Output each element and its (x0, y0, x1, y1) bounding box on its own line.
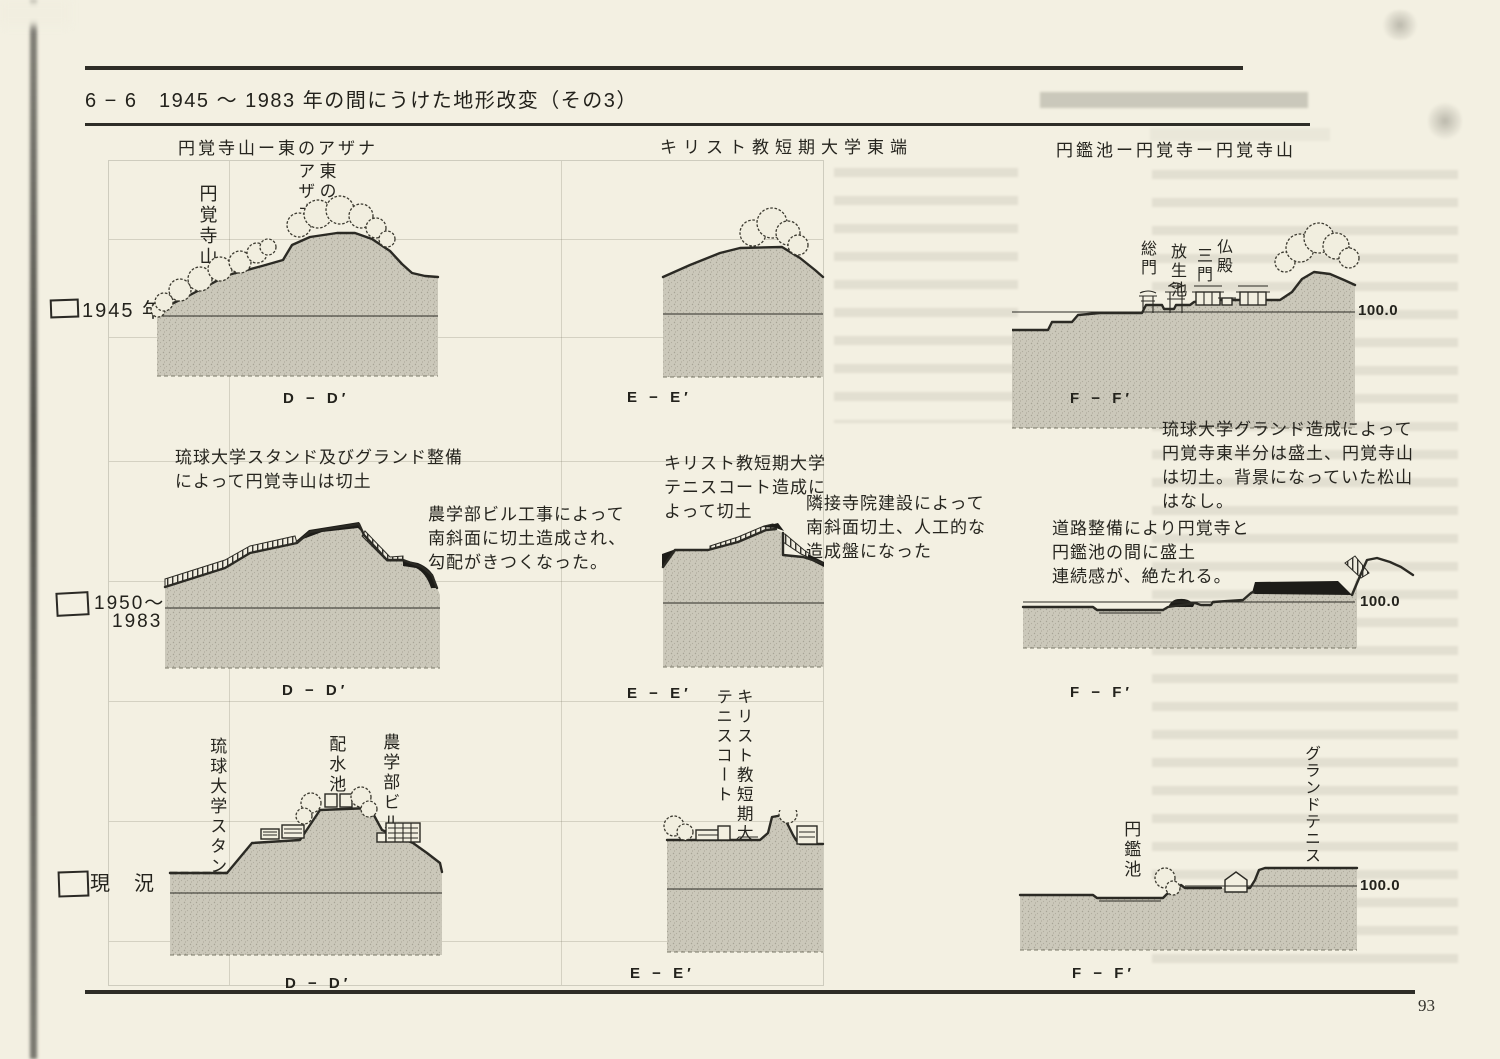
paper-smudge (1380, 10, 1420, 40)
terrain-body (663, 247, 823, 377)
terrain-body (1023, 578, 1357, 648)
label-tennis-court: キリスト教短期大学 テニスコート (713, 688, 753, 864)
section-label-ee-1945: E − E′ (627, 389, 692, 406)
label-haisuichi: 配水池 (326, 735, 346, 795)
fill-area-black (1252, 581, 1352, 595)
caption-ee-sub: 隣接寺院建設によって 南斜面切土、人工的な 造成盤になった (806, 494, 986, 562)
cut-area-hatched (1344, 555, 1370, 579)
terrain-body (165, 524, 440, 668)
book-gutter-core (30, 0, 37, 1059)
section-label-ff-present: F − F′ (1072, 965, 1136, 982)
terrain-surface (1012, 270, 1357, 332)
section-label-ee-present: E − E′ (630, 965, 695, 982)
elevation-label-present: 100.0 (1360, 877, 1401, 894)
section-label-dd-1950: D − D′ (282, 682, 349, 699)
column-header-ee: キリスト教短期大学東端 (660, 138, 913, 157)
page-corner (0, 0, 70, 26)
terrain-surface (1021, 590, 1255, 612)
caption-ff-main: 琉球大学グランド造成によって 円覚寺東半分は盛土、円覚寺山 は切土。背景になって… (1162, 420, 1414, 512)
buildings (260, 793, 421, 843)
cross-section-ee-present (663, 810, 825, 953)
caption-dd-main: 琉球大学スタンド及びグランド整備 によって円覚寺山は切土 (175, 448, 463, 492)
terrain-surface (661, 527, 824, 569)
row-label-1950-line2: 1983 (112, 611, 163, 632)
bottom-rule (85, 990, 1415, 994)
fill-area-black (403, 560, 437, 588)
label-nogakubu-bld: 農学部ビル (380, 733, 400, 833)
terrain-body (1020, 868, 1357, 950)
trees (1154, 867, 1181, 896)
label-sanmon: 三門 (1194, 247, 1211, 285)
trees (1274, 222, 1360, 273)
section-label-ff-1950: F − F′ (1070, 684, 1134, 701)
fill-area-black (762, 523, 784, 531)
terrain-body (663, 529, 824, 667)
terrain-body (170, 808, 442, 955)
cross-section-ff-present (1018, 866, 1359, 951)
cross-section-ee-1945 (661, 207, 825, 378)
cross-section-dd-1945 (150, 195, 440, 377)
label-ryudai-stand: 琉球大学スタンド (207, 737, 227, 897)
section-label-ee-1950: E − E′ (627, 685, 692, 702)
terrain-surface (1018, 866, 1359, 900)
cross-section-ff-1950 (1021, 555, 1415, 649)
caption-ff-sub: 道路整備により円覚寺と 円鑑池の間に盛土 連続感が、絶たれる。 (1052, 519, 1250, 587)
trees (739, 207, 809, 256)
terrain-body (667, 815, 823, 952)
terrain-surface (163, 522, 439, 590)
row-label-present: 現 況 (90, 873, 156, 895)
caption-dd-sub: 農学部ビル工事によって 南斜面に切土造成され、 勾配がきつくなった。 (428, 505, 627, 573)
cross-section-dd-1950 (163, 522, 440, 669)
terrain-body (157, 233, 438, 376)
label-butsuden: 仏殿 (1214, 238, 1231, 276)
cross-section-ff-1945 (1012, 222, 1360, 429)
terrain-surface (661, 245, 825, 279)
elevation-label-1945: 100.0 (1358, 302, 1399, 319)
top-rule (85, 66, 1243, 70)
label-enkakujiyama: 円覚寺山 (197, 184, 218, 268)
section-label-dd-present: D − D′ (285, 975, 352, 992)
temple-buildings (1139, 282, 1270, 313)
label-somon: 総門 (1138, 240, 1155, 278)
section-label-ff-1945: F − F′ (1070, 390, 1134, 407)
label-enkanchi: 円鑑池 (1121, 820, 1141, 880)
trees (295, 786, 378, 825)
hill-surface (1350, 556, 1415, 597)
column-header-ff: 円鑑池ー円覚寺ー円覚寺山 (1056, 141, 1296, 160)
elevation-label-1950: 100.0 (1360, 593, 1401, 610)
house (1224, 871, 1248, 893)
paper-smudge (1428, 100, 1462, 142)
buildings (695, 825, 818, 845)
page-title: 6 − 6 1945 〜 1983 年の間にうけた地形改変（その3） (85, 90, 638, 112)
row-label-1950-line1: 1950〜 (94, 593, 166, 614)
section-label-dd-1945: D − D′ (283, 390, 350, 407)
show-through-heading (1150, 128, 1330, 141)
cross-section-dd-present (168, 786, 444, 956)
book-gutter-shadow (0, 0, 118, 1059)
show-through-text (834, 168, 1018, 423)
terrain-body (1012, 272, 1355, 428)
show-through-heading (1040, 92, 1308, 108)
cross-section-ee-1950 (661, 523, 824, 668)
page-number: 93 (1418, 996, 1435, 1015)
column-header-dd: 円覚寺山ー東のアザナ (178, 139, 378, 158)
trees (150, 195, 396, 318)
caption-ee-main: キリスト教短期大学 テニスコート造成に よって切土 (664, 454, 826, 522)
trees (663, 810, 798, 841)
header-rule (85, 123, 1310, 126)
